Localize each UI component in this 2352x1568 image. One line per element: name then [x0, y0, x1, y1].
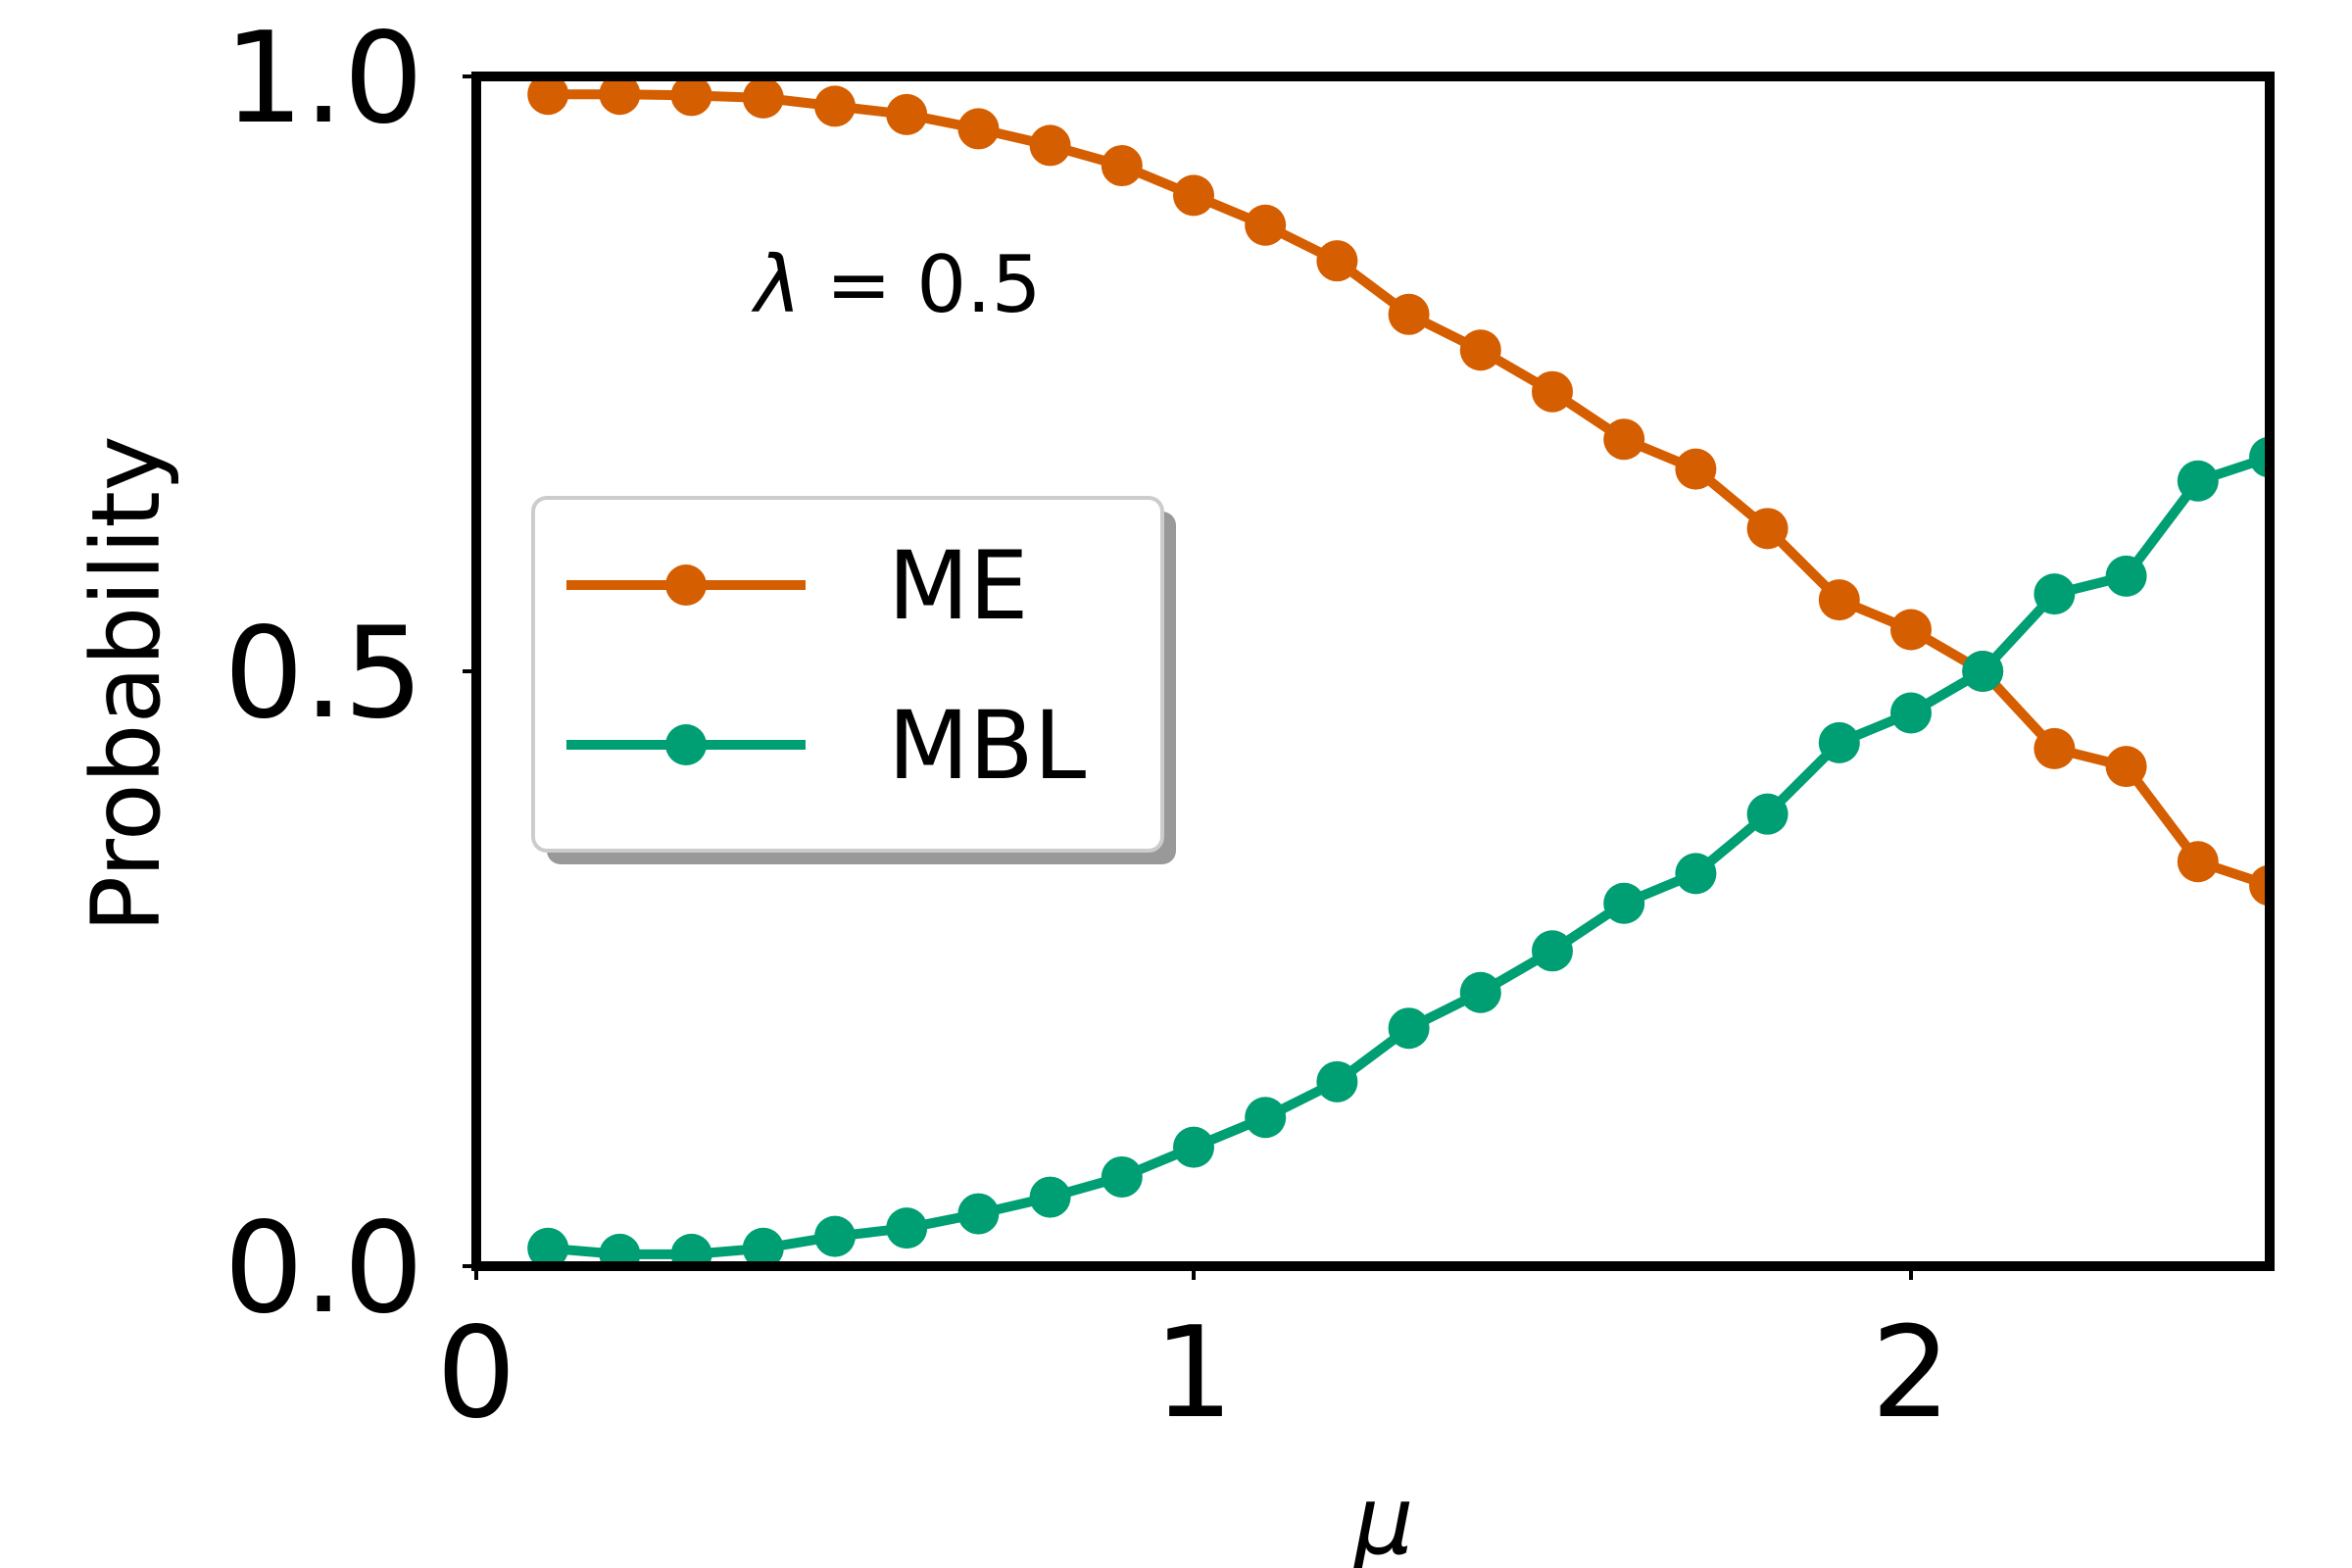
data-point [742, 76, 784, 119]
data-point [957, 108, 1000, 150]
data-point [1890, 692, 1932, 734]
data-point [599, 76, 641, 116]
lambda-value: = 0.5 [801, 239, 1041, 330]
data-point [599, 1233, 641, 1266]
data-point [1388, 293, 1430, 335]
legend-marker [665, 724, 707, 765]
axis-tick-labels: 0 1 2 0.0 0.5 1.0 [223, 6, 1950, 1446]
data-point [2034, 573, 2076, 615]
data-point [1101, 1155, 1143, 1198]
legend-label: MBL [888, 691, 1086, 801]
data-point [1029, 1176, 1071, 1218]
data-point [670, 1233, 712, 1266]
legend: ME MBL [531, 496, 1176, 864]
y-tick-label: 0.5 [223, 601, 423, 747]
data-point [1459, 971, 1501, 1013]
x-tick-label: 0 [436, 1300, 515, 1446]
data-point [1532, 930, 1573, 972]
data-point [2105, 555, 2147, 597]
legend-label: ME [888, 531, 1028, 641]
data-point [1675, 448, 1717, 490]
plot-frame [471, 72, 2275, 1271]
data-point [2177, 460, 2219, 502]
data-point [1890, 609, 1932, 651]
data-point [1101, 145, 1143, 187]
lambda-symbol: λ [751, 239, 801, 330]
x-axis-label: μ [1351, 1466, 1413, 1568]
data-point [527, 1227, 569, 1266]
data-point [2177, 841, 2219, 883]
x-tick-label: 1 [1153, 1300, 1233, 1446]
data-point [814, 85, 856, 127]
data-point [1532, 370, 1573, 413]
data-point [886, 1207, 928, 1250]
data-point [1029, 124, 1071, 167]
data-point [1746, 793, 1788, 835]
series-mbl [527, 436, 2270, 1266]
data-point [1245, 204, 1287, 246]
data-point [2105, 746, 2147, 788]
data-point [670, 76, 712, 117]
data-point [1603, 882, 1645, 924]
data-point [2249, 864, 2270, 906]
data-point [886, 93, 928, 135]
data-point [1746, 508, 1788, 550]
data-point [1818, 721, 1860, 763]
series-layer [527, 76, 2270, 1266]
data-point [1818, 579, 1860, 621]
x-tick-label: 2 [1871, 1300, 1950, 1446]
data-point [1316, 240, 1358, 282]
data-point [1603, 418, 1645, 461]
data-point [527, 76, 569, 116]
data-point [2034, 727, 2076, 769]
data-point [1675, 853, 1717, 895]
data-point [1316, 1060, 1358, 1102]
y-tick-label: 0.0 [223, 1196, 423, 1342]
data-point [1173, 1126, 1214, 1168]
data-point [2249, 436, 2270, 478]
data-point [957, 1193, 1000, 1235]
data-point [1459, 329, 1501, 371]
data-point [742, 1227, 784, 1266]
y-axis-label: Probability [72, 435, 181, 932]
legend-marker [665, 564, 707, 606]
data-point [1173, 174, 1214, 217]
y-tick-label: 1.0 [223, 6, 423, 152]
lambda-annotation: λ = 0.5 [751, 239, 1041, 330]
data-point [1388, 1007, 1430, 1050]
data-point [1962, 651, 2004, 692]
data-point [1245, 1097, 1287, 1139]
data-point [814, 1215, 856, 1257]
